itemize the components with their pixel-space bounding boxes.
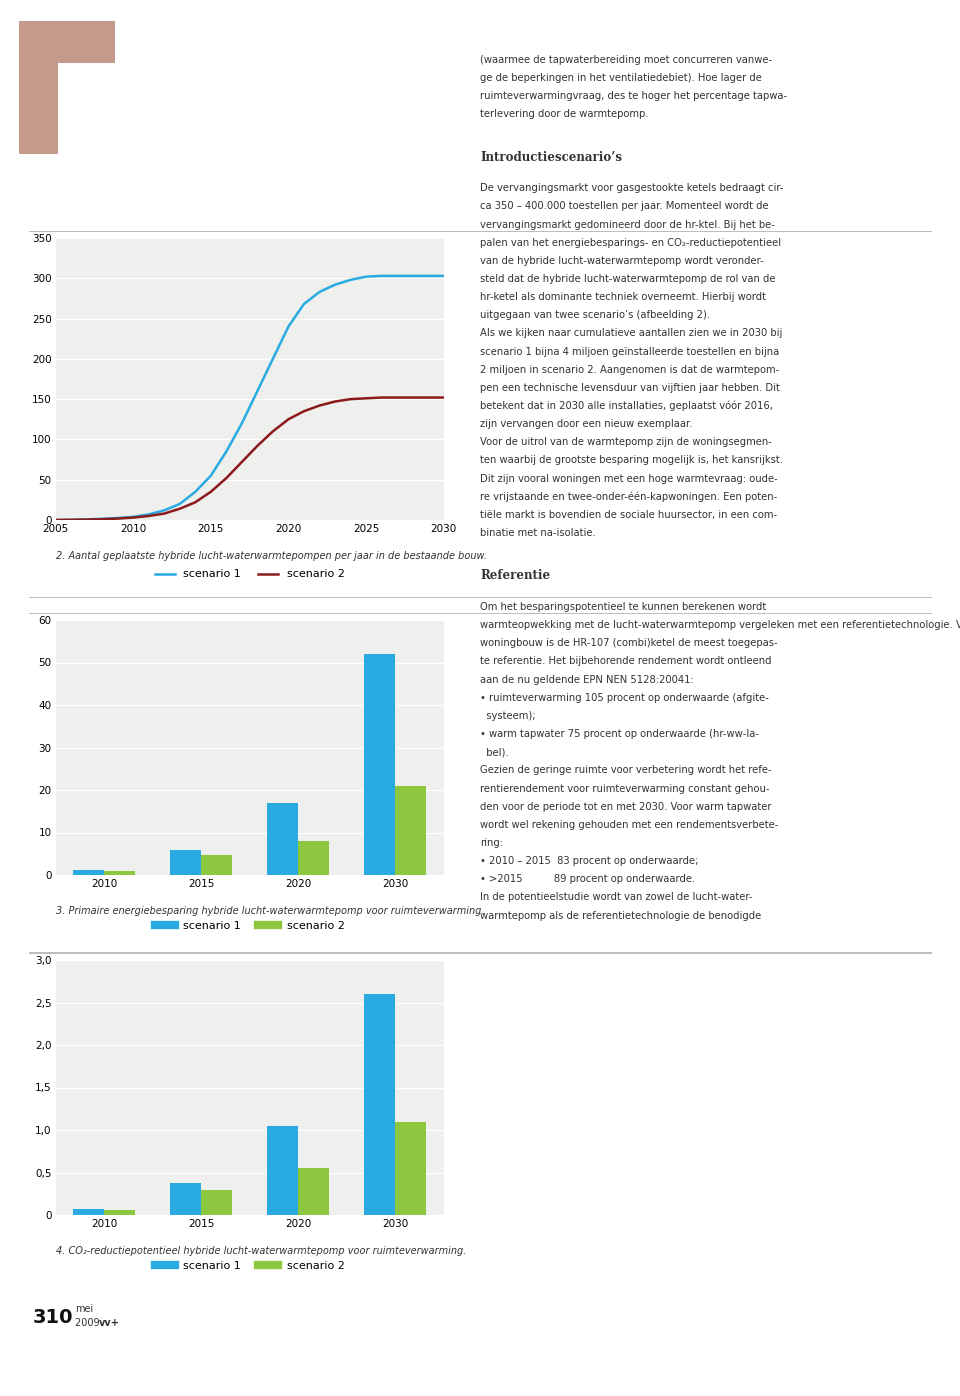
Text: Introductiescenario’s: Introductiescenario’s xyxy=(480,151,622,163)
Text: mei: mei xyxy=(75,1304,93,1314)
Text: aan de nu geldende EPN NEN 5128:20041:: aan de nu geldende EPN NEN 5128:20041: xyxy=(480,674,694,684)
Text: wordt wel rekening gehouden met een rendementsverbete-: wordt wel rekening gehouden met een rend… xyxy=(480,819,779,829)
Text: zijn vervangen door een nieuw exemplaar.: zijn vervangen door een nieuw exemplaar. xyxy=(480,419,692,429)
Text: binatie met na-isolatie.: binatie met na-isolatie. xyxy=(480,528,596,537)
Text: den voor de periode tot en met 2030. Voor warm tapwater: den voor de periode tot en met 2030. Voo… xyxy=(480,801,772,811)
Text: palen van het energiebesparings- en CO₂-reductiepotentieel: palen van het energiebesparings- en CO₂-… xyxy=(480,237,781,247)
Bar xyxy=(395,786,426,875)
Text: woningbouw is de HR-107 (combi)ketel de meest toegepas-: woningbouw is de HR-107 (combi)ketel de … xyxy=(480,638,778,648)
Text: • 2010 – 2015  83 procent op onderwaarde;: • 2010 – 2015 83 procent op onderwaarde; xyxy=(480,856,698,866)
Text: • >2015          89 procent op onderwaarde.: • >2015 89 procent op onderwaarde. xyxy=(480,874,695,884)
Bar xyxy=(105,871,135,875)
Text: Dit zijn vooral woningen met een hoge warmtevraag: oude-: Dit zijn vooral woningen met een hoge wa… xyxy=(480,473,778,483)
Text: vv+: vv+ xyxy=(99,1318,120,1328)
Text: ruimteverwarmingvraag, des te hoger het percentage tapwa-: ruimteverwarmingvraag, des te hoger het … xyxy=(480,91,787,101)
Text: In de potentieelstudie wordt van zowel de lucht-water-: In de potentieelstudie wordt van zowel d… xyxy=(480,892,753,902)
Legend: scenario 1, scenario 2: scenario 1, scenario 2 xyxy=(150,916,349,935)
Text: bel).: bel). xyxy=(480,747,509,757)
Text: te referentie. Het bijbehorende rendement wordt ontleend: te referentie. Het bijbehorende rendemen… xyxy=(480,656,772,666)
Bar xyxy=(73,870,105,875)
Text: systeem);: systeem); xyxy=(480,711,536,720)
Text: De vervangingsmarkt voor gasgestookte ketels bedraagt cir-: De vervangingsmarkt voor gasgestookte ke… xyxy=(480,183,783,193)
Text: Als we kijken naar cumulatieve aantallen zien we in 2030 bij: Als we kijken naar cumulatieve aantallen… xyxy=(480,328,782,338)
Text: 2 miljoen in scenario 2. Aangenomen is dat de warmtepom-: 2 miljoen in scenario 2. Aangenomen is d… xyxy=(480,364,780,374)
Text: warmtepomp als de referentietechnologie de benodigde: warmtepomp als de referentietechnologie … xyxy=(480,910,761,920)
Text: hr-ketel als dominante techniek overneemt. Hierbij wordt: hr-ketel als dominante techniek overneem… xyxy=(480,292,766,302)
Text: terlevering door de warmtepomp.: terlevering door de warmtepomp. xyxy=(480,109,649,119)
Text: 2009: 2009 xyxy=(75,1318,103,1328)
Bar xyxy=(170,850,202,875)
Bar xyxy=(170,1182,202,1215)
Text: Om het besparingspotentieel te kunnen berekenen wordt: Om het besparingspotentieel te kunnen be… xyxy=(480,602,766,611)
Legend: scenario 1, scenario 2: scenario 1, scenario 2 xyxy=(150,1256,349,1275)
Text: pen een technische levensduur van vijftien jaar hebben. Dit: pen een technische levensduur van vijfti… xyxy=(480,383,780,392)
Bar xyxy=(267,803,298,875)
Bar xyxy=(364,994,395,1215)
Text: betekent dat in 2030 alle installaties, geplaatst vóór 2016,: betekent dat in 2030 alle installaties, … xyxy=(480,401,773,410)
Text: tiële markt is bovendien de sociale huursector, in een com-: tiële markt is bovendien de sociale huur… xyxy=(480,510,778,519)
Text: warmteopwekking met de lucht-waterwarmtepomp vergeleken met een referentietechno: warmteopwekking met de lucht-waterwarmte… xyxy=(480,620,960,630)
Bar xyxy=(267,1125,298,1215)
Text: Voor de uitrol van de warmtepomp zijn de woningsegmen-: Voor de uitrol van de warmtepomp zijn de… xyxy=(480,437,772,447)
Text: ge de beperkingen in het ventilatiedebiet). Hoe lager de: ge de beperkingen in het ventilatiedebie… xyxy=(480,73,762,82)
Text: 2. Aantal geplaatste hybride lucht-waterwarmtepompen per jaar in de bestaande bo: 2. Aantal geplaatste hybride lucht-water… xyxy=(56,551,487,561)
Text: van de hybride lucht-waterwarmtepomp wordt veronder-: van de hybride lucht-waterwarmtepomp wor… xyxy=(480,255,764,265)
Text: Referentie: Referentie xyxy=(480,570,550,582)
Bar xyxy=(105,1210,135,1215)
Text: scenario 1 bijna 4 miljoen geïnstalleerde toestellen en bijna: scenario 1 bijna 4 miljoen geïnstalleerd… xyxy=(480,346,780,356)
Text: uitgegaan van twee scenario’s (afbeelding 2).: uitgegaan van twee scenario’s (afbeeldin… xyxy=(480,310,710,320)
Text: ca 350 – 400.000 toestellen per jaar. Momenteel wordt de: ca 350 – 400.000 toestellen per jaar. Mo… xyxy=(480,201,769,211)
Bar xyxy=(73,1209,105,1215)
Bar xyxy=(298,840,329,875)
Bar xyxy=(298,1168,329,1215)
Bar xyxy=(202,854,232,875)
Bar xyxy=(364,653,395,875)
Legend: scenario 1, scenario 2: scenario 1, scenario 2 xyxy=(150,565,349,584)
Text: ring:: ring: xyxy=(480,838,503,847)
Text: • ruimteverwarming 105 procent op onderwaarde (afgite-: • ruimteverwarming 105 procent op onderw… xyxy=(480,692,769,702)
Text: • warm tapwater 75 procent op onderwaarde (hr-ww-la-: • warm tapwater 75 procent op onderwaard… xyxy=(480,729,759,738)
Bar xyxy=(202,1189,232,1215)
Text: vervangingsmarkt gedomineerd door de hr-ktel. Bij het be-: vervangingsmarkt gedomineerd door de hr-… xyxy=(480,219,775,229)
Text: rentierendement voor ruimteverwarming constant gehou-: rentierendement voor ruimteverwarming co… xyxy=(480,783,770,793)
Text: Gezien de geringe ruimte voor verbetering wordt het refe-: Gezien de geringe ruimte voor verbeterin… xyxy=(480,765,772,775)
Text: ten waarbij de grootste besparing mogelijk is, het kansrijkst.: ten waarbij de grootste besparing mogeli… xyxy=(480,455,783,465)
Text: 3. Primaire energiebesparing hybride lucht-waterwarmtepomp voor ruimteverwarming: 3. Primaire energiebesparing hybride luc… xyxy=(56,906,484,916)
Text: steld dat de hybride lucht-waterwarmtepomp de rol van de: steld dat de hybride lucht-waterwarmtepo… xyxy=(480,274,776,283)
Text: 4. CO₂-reductiepotentieel hybride lucht-waterwarmtepomp voor ruimteverwarming.: 4. CO₂-reductiepotentieel hybride lucht-… xyxy=(56,1247,466,1256)
Text: 310: 310 xyxy=(33,1308,73,1328)
Text: re vrijstaande en twee-onder-één-kapwoningen. Een poten-: re vrijstaande en twee-onder-één-kapwoni… xyxy=(480,491,778,501)
Bar xyxy=(395,1121,426,1215)
Text: (waarmee de tapwaterbereiding moet concurreren vanwe-: (waarmee de tapwaterbereiding moet concu… xyxy=(480,54,772,64)
